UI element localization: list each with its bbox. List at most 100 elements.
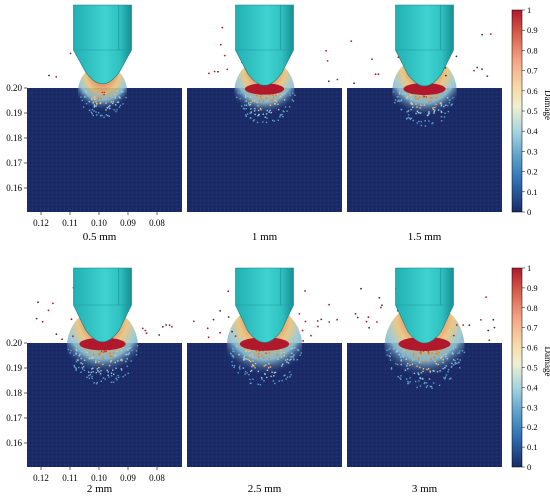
- damage-particle: [407, 117, 409, 119]
- damage-particle: [242, 367, 245, 369]
- damage-particle: [82, 92, 84, 94]
- damage-particle: [294, 94, 296, 96]
- damage-particle: [291, 99, 293, 101]
- damage-particle: [289, 106, 291, 108]
- debris-particle: [55, 76, 58, 78]
- damage-particle: [93, 105, 96, 107]
- damage-particle: [88, 377, 91, 379]
- damage-particle: [108, 364, 111, 367]
- damage-particle: [444, 378, 446, 380]
- damage-particle: [82, 106, 85, 108]
- damage-particle: [292, 92, 294, 94]
- debris-particle: [298, 313, 301, 315]
- damage-particle: [92, 114, 94, 117]
- damage-particle: [240, 91, 242, 93]
- crushed-band: [403, 83, 446, 95]
- damage-particle: [245, 358, 247, 360]
- panel-label: 2.5 mm: [248, 483, 282, 495]
- damage-particle: [423, 382, 425, 385]
- damage-particle: [136, 345, 139, 347]
- debris-particle: [473, 69, 475, 72]
- damage-particle: [121, 369, 123, 371]
- damage-particle: [86, 376, 88, 378]
- damage-particle: [112, 352, 115, 354]
- colorbar-tick-label: 0.2: [527, 422, 538, 432]
- damage-particle: [418, 380, 420, 382]
- damage-particle: [81, 368, 84, 370]
- debris-particle: [206, 327, 209, 330]
- debris-particle: [455, 55, 458, 58]
- damage-particle: [127, 353, 129, 356]
- debris-particle: [328, 321, 331, 323]
- damage-particle: [407, 382, 409, 385]
- damage-particle: [233, 366, 235, 369]
- damage-particle: [458, 350, 461, 352]
- damage-particle: [272, 94, 274, 96]
- y-tick-label: 0.17: [6, 413, 22, 423]
- colorbar-2: 1 0.9 0.8 0.7 0.6 0.5 0.4 0.3 0.2 0.1 0 Damage: [511, 263, 550, 472]
- damage-particle: [236, 345, 238, 347]
- damage-particle: [95, 105, 97, 107]
- damage-particle: [270, 111, 272, 114]
- damage-particle: [265, 352, 267, 354]
- debris-particle: [476, 66, 479, 69]
- damage-particle: [432, 107, 434, 109]
- indenter-tool: [395, 4, 454, 87]
- damage-particle: [458, 361, 460, 363]
- damage-particle: [299, 354, 301, 356]
- damage-particle: [461, 350, 463, 352]
- damage-particle: [104, 350, 106, 352]
- damage-particle: [275, 94, 277, 97]
- damage-particle: [398, 91, 401, 94]
- debris-particle: [353, 82, 355, 85]
- damage-particle: [389, 352, 392, 355]
- damage-particle: [243, 356, 245, 359]
- damage-particle: [452, 347, 455, 350]
- damage-particle: [294, 347, 296, 349]
- damage-particle: [433, 112, 435, 114]
- damage-particle: [95, 371, 97, 374]
- damage-particle: [415, 103, 417, 105]
- damage-particle: [93, 96, 96, 98]
- damage-particle: [404, 369, 407, 371]
- damage-particle: [231, 355, 234, 357]
- colorbar-tick-label: 0.7: [527, 66, 538, 76]
- damage-particle: [419, 377, 421, 379]
- damage-particle: [100, 102, 102, 104]
- damage-particle: [93, 106, 96, 108]
- damage-particle: [424, 120, 426, 122]
- damage-particle: [250, 108, 252, 110]
- damage-particle: [73, 366, 76, 368]
- damage-particle: [85, 351, 87, 353]
- debris-particle: [350, 40, 353, 42]
- damage-particle: [112, 100, 114, 103]
- damage-particle: [265, 121, 268, 124]
- damage-particle: [430, 97, 432, 99]
- damage-particle: [440, 116, 443, 118]
- damage-particle: [389, 359, 392, 361]
- damage-particle: [96, 368, 98, 370]
- damage-particle: [108, 353, 111, 355]
- debris-particle: [367, 316, 370, 319]
- damage-particle: [427, 350, 429, 352]
- damage-particle: [135, 354, 138, 356]
- damage-particle: [238, 367, 241, 369]
- damage-particle: [407, 363, 409, 365]
- colorbar-tick-label: 0.4: [527, 382, 538, 392]
- damage-particle: [249, 112, 251, 115]
- damage-particle: [116, 90, 118, 92]
- damage-particle: [430, 359, 432, 361]
- damage-particle: [443, 105, 445, 108]
- damage-particle: [396, 350, 399, 352]
- debris-particle: [217, 70, 219, 73]
- damage-particle: [246, 349, 248, 352]
- damage-particle: [232, 355, 235, 357]
- debris-particle: [219, 331, 222, 334]
- damage-particle: [428, 112, 430, 114]
- damage-particle: [427, 368, 430, 370]
- damage-particle: [444, 367, 446, 369]
- damage-particle: [241, 105, 243, 107]
- damage-particle: [392, 91, 395, 93]
- damage-particle: [116, 379, 118, 381]
